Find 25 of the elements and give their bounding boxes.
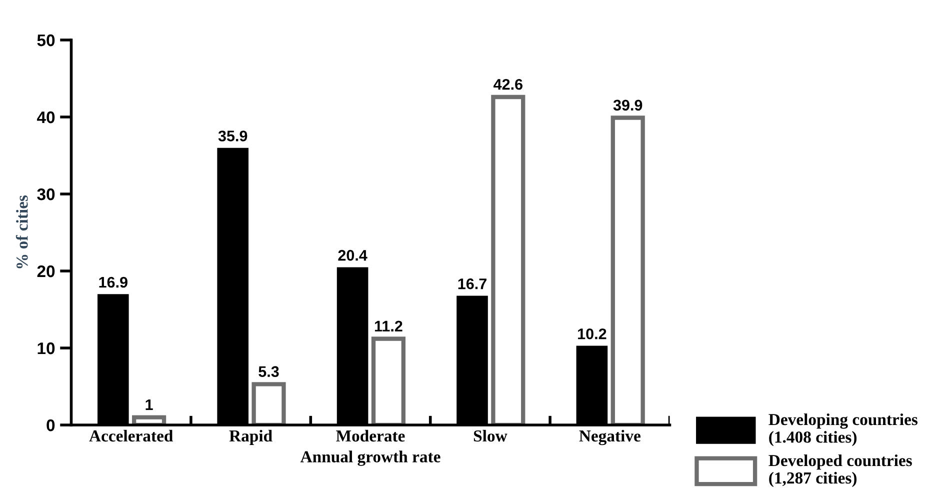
data-label: 10.2	[578, 328, 606, 340]
data-label: 42.6	[494, 78, 522, 90]
legend-label: Developing countries (1.408 cities)	[768, 413, 918, 446]
y-tick-label: 0	[46, 419, 55, 432]
x-tick-label: Negative	[579, 430, 640, 446]
x-tick-label: Slow	[474, 430, 508, 442]
data-label: 39.9	[613, 100, 642, 111]
data-label: 1	[146, 399, 153, 410]
x-tick-label: Accelerated	[89, 430, 174, 442]
y-tick-label: 30	[37, 188, 55, 200]
data-label: 35.9	[218, 130, 248, 142]
data-label: 5.3	[258, 366, 279, 378]
data-label: 11.2	[374, 320, 402, 332]
y-axis-title: % of cities	[16, 195, 28, 268]
x-axis-title: Annual growth rate	[300, 450, 440, 466]
legend-label: Developed countries (1,287 cities)	[768, 454, 912, 487]
y-tick-label: 40	[36, 111, 55, 124]
data-label: 16.7	[458, 278, 486, 290]
data-label: 20.4	[338, 250, 368, 261]
y-tick-label: 20	[37, 265, 55, 278]
x-tick-label: Rapid	[229, 430, 272, 445]
y-tick-label: 50	[37, 34, 55, 46]
y-tick-label: 10	[38, 342, 55, 354]
x-tick-label: Moderate	[336, 430, 405, 442]
data-label: 16.9	[99, 276, 128, 288]
